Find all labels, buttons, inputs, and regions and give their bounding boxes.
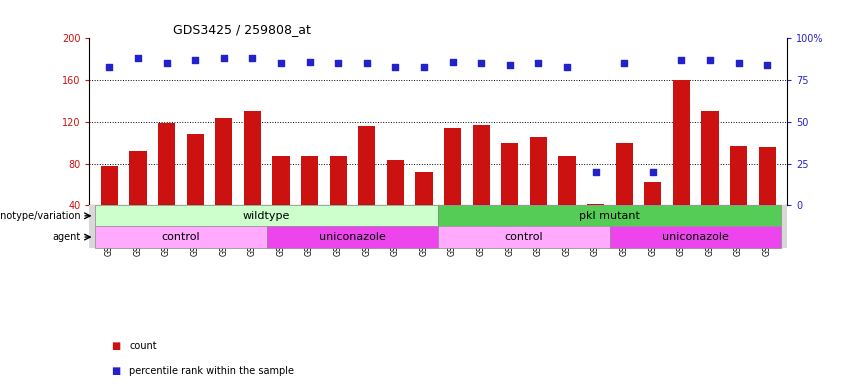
Bar — [158, 123, 175, 205]
Text: percentile rank within the sample: percentile rank within the sample — [129, 366, 294, 376]
Point — [617, 60, 631, 66]
Bar — [530, 137, 547, 205]
Point — [274, 60, 288, 66]
Point — [188, 57, 202, 63]
Bar — [186, 134, 203, 205]
Text: ■: ■ — [111, 341, 120, 351]
Bar — [438, 205, 781, 227]
Point — [417, 64, 431, 70]
Point — [160, 60, 174, 66]
Point — [446, 59, 460, 65]
Bar — [301, 156, 318, 205]
Point — [589, 169, 603, 175]
Bar — [587, 204, 604, 205]
Bar — [730, 146, 747, 205]
Bar — [95, 227, 266, 248]
Point — [474, 60, 488, 66]
Text: uniconazole: uniconazole — [319, 232, 386, 242]
Point — [103, 64, 117, 70]
Point — [331, 60, 345, 66]
Point — [246, 55, 260, 61]
Point — [303, 59, 317, 65]
Bar — [444, 128, 461, 205]
Point — [532, 60, 545, 66]
Point — [732, 60, 745, 66]
Bar — [100, 166, 118, 205]
Text: count: count — [129, 341, 157, 351]
Bar — [472, 125, 489, 205]
Bar — [644, 182, 661, 205]
Text: uniconazole: uniconazole — [662, 232, 729, 242]
Point — [646, 169, 660, 175]
Point — [560, 64, 574, 70]
Text: control: control — [505, 232, 544, 242]
Bar — [701, 111, 718, 205]
Text: genotype/variation: genotype/variation — [0, 211, 81, 221]
Bar — [95, 205, 438, 227]
Bar — [215, 118, 232, 205]
Text: control: control — [162, 232, 200, 242]
Bar — [558, 156, 575, 205]
Point — [360, 60, 374, 66]
Text: agent: agent — [53, 232, 81, 242]
Bar — [610, 227, 781, 248]
Bar — [387, 161, 404, 205]
Bar — [415, 172, 432, 205]
Point — [389, 64, 403, 70]
Bar — [501, 143, 518, 205]
Bar — [438, 227, 610, 248]
Bar — [243, 111, 261, 205]
Bar — [673, 80, 690, 205]
Point — [760, 62, 774, 68]
Text: ■: ■ — [111, 366, 120, 376]
Text: wildtype: wildtype — [243, 211, 290, 221]
Point — [703, 57, 717, 63]
Bar — [358, 126, 375, 205]
Bar — [329, 156, 346, 205]
Point — [217, 55, 231, 61]
Text: GDS3425 / 259808_at: GDS3425 / 259808_at — [173, 23, 311, 36]
Point — [675, 57, 688, 63]
Bar — [272, 156, 289, 205]
Bar — [266, 227, 438, 248]
Bar — [758, 147, 776, 205]
Bar — [615, 143, 633, 205]
Text: pkl mutant: pkl mutant — [580, 211, 640, 221]
Point — [503, 62, 517, 68]
Bar — [129, 151, 146, 205]
Point — [131, 55, 145, 61]
